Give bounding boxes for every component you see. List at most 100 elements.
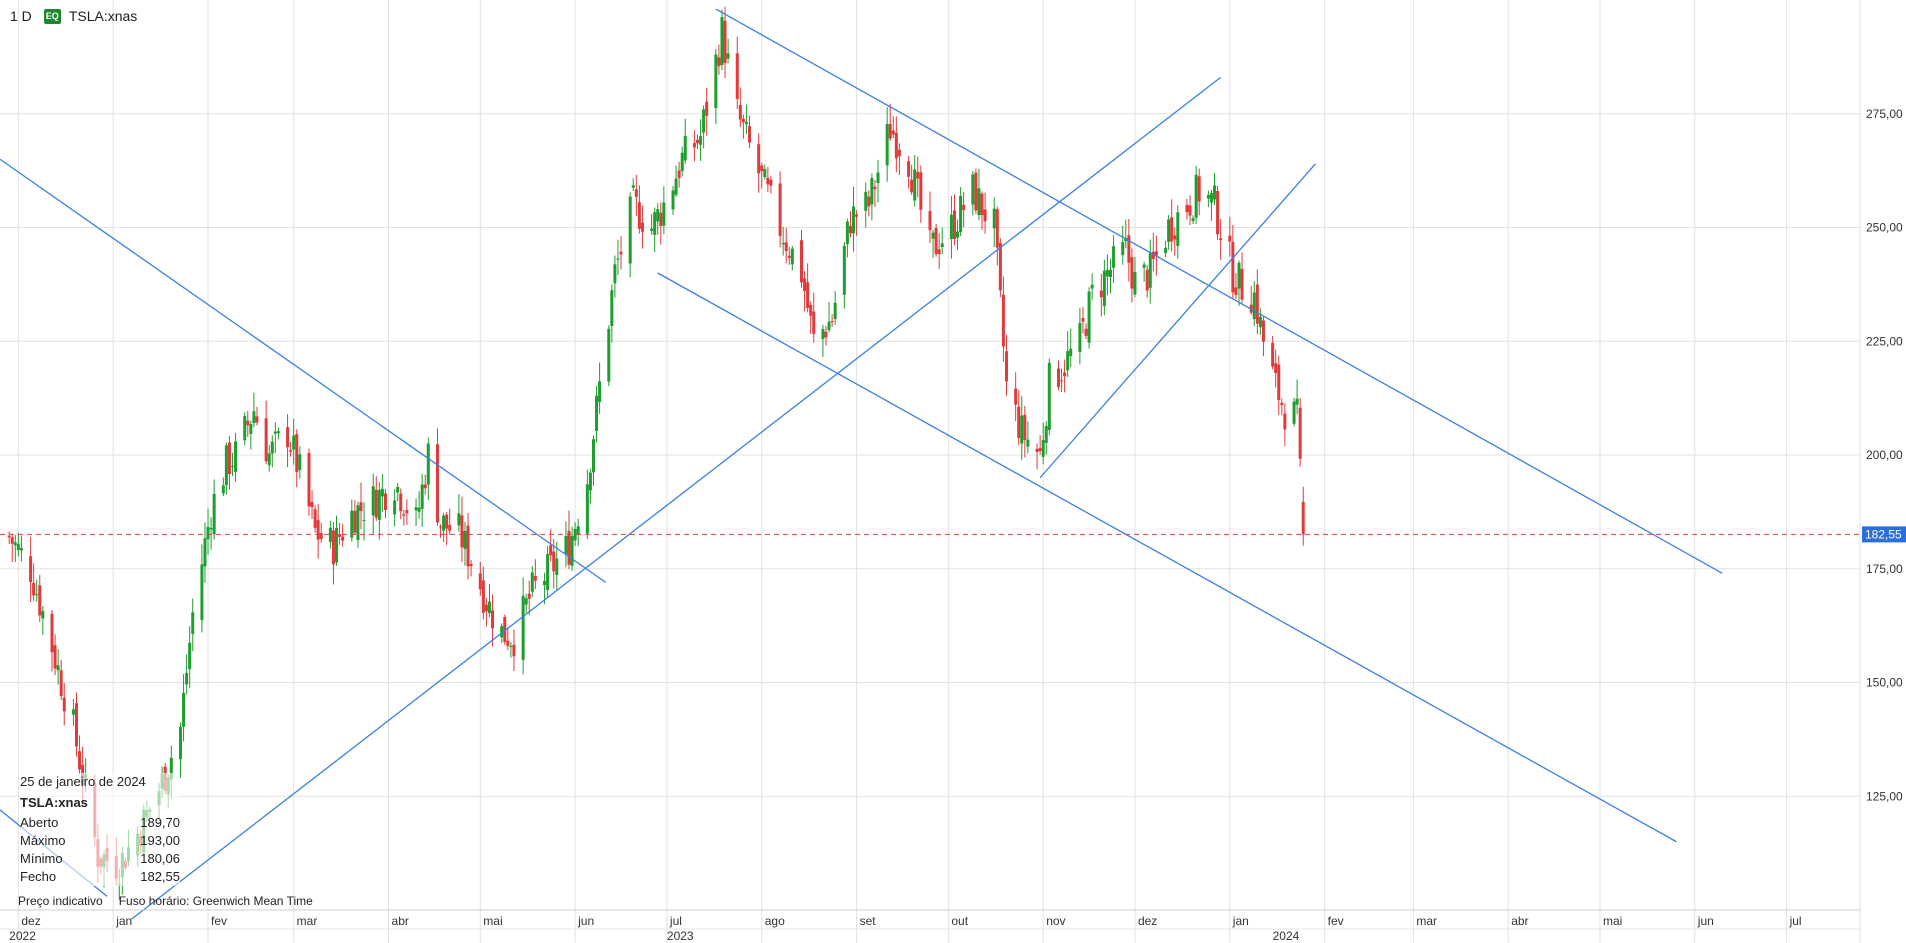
info-label: Mínimo: [20, 851, 63, 866]
candle-body: [255, 416, 259, 423]
candle-body: [916, 171, 920, 179]
candle-body: [1194, 174, 1198, 218]
interval-selector[interactable]: 1 D: [10, 8, 32, 24]
x-tick-label: abr: [392, 914, 409, 928]
candle-body: [487, 601, 491, 614]
candle-body: [307, 453, 311, 507]
candle-body: [937, 249, 941, 254]
candle-body: [1151, 251, 1155, 260]
candle-body: [50, 613, 54, 653]
x-tick-label: nov: [1046, 914, 1065, 928]
candle-body: [442, 515, 446, 531]
candle-body: [1213, 185, 1217, 200]
trendline: [657, 272, 1677, 843]
candle-body: [1142, 264, 1146, 268]
candle-body: [206, 526, 210, 540]
candle-body: [564, 536, 568, 555]
candle-body: [264, 418, 268, 462]
candle-body: [371, 486, 375, 516]
candle-body: [995, 209, 999, 248]
candle-body: [1164, 247, 1168, 253]
candle-body: [650, 228, 654, 232]
candle-body: [270, 441, 274, 454]
candle-body: [267, 453, 271, 466]
candle-body: [188, 642, 192, 670]
candle-body: [1060, 380, 1064, 382]
x-tick-label: jun: [577, 914, 594, 928]
candle-body: [1154, 251, 1158, 256]
candle-body: [1056, 368, 1060, 387]
candle-body: [778, 183, 782, 237]
candle-body: [876, 172, 880, 184]
ohlc-info-panel: 25 de janeiro de 2024 TSLA:xnas Aberto 1…: [20, 773, 180, 886]
y-tick-label: 125,00: [1866, 789, 1903, 803]
info-row-open: Aberto 189,70: [20, 814, 180, 832]
candle-body: [800, 240, 804, 283]
candle-body: [533, 576, 537, 581]
candle-body: [292, 435, 296, 450]
candle-body: [1066, 351, 1070, 371]
trendline: [1039, 163, 1316, 479]
candle-body: [1020, 415, 1024, 444]
candle-body: [460, 515, 464, 548]
candle-body: [224, 445, 228, 486]
info-footer: Preço indicativo Fuso horário: Greenwich…: [18, 894, 313, 908]
candle-body: [298, 454, 302, 471]
candle-body: [1188, 205, 1192, 216]
candle-body: [246, 420, 250, 426]
candle-body: [683, 136, 687, 161]
x-tick-label: jan: [115, 914, 132, 928]
candle-body: [956, 231, 960, 238]
candle-body: [1047, 362, 1051, 431]
candle-body: [628, 196, 632, 264]
info-value: 180,06: [140, 851, 180, 866]
candle-body: [185, 672, 189, 685]
candle-body: [949, 214, 953, 240]
candle-body: [974, 172, 978, 211]
candle-body: [940, 243, 944, 248]
candle-body: [7, 535, 11, 538]
candle-body: [316, 520, 320, 540]
candle-body: [393, 500, 397, 515]
candle-body: [439, 526, 443, 528]
x-tick-label: dez: [1138, 914, 1157, 928]
candle-body: [555, 558, 559, 576]
symbol-label[interactable]: TSLA:xnas: [68, 8, 138, 24]
candle-body: [781, 243, 785, 245]
candle-body: [1231, 241, 1235, 293]
candle-body: [328, 527, 332, 542]
candle-body: [1252, 292, 1256, 320]
candle-body: [200, 564, 204, 621]
candle-body: [1301, 501, 1305, 535]
candle-body: [1105, 269, 1109, 277]
candle-body: [613, 264, 617, 284]
candle-body: [830, 320, 834, 322]
candle-body: [41, 611, 45, 619]
candle-body: [212, 493, 216, 535]
candle-body: [546, 554, 550, 590]
candle-body: [1277, 364, 1281, 401]
candle-body: [983, 209, 987, 222]
x-tick-label: ago: [765, 914, 785, 928]
candle-body: [29, 556, 33, 583]
candle-body: [1292, 401, 1296, 424]
candle-body: [59, 670, 63, 697]
candle-body: [576, 526, 580, 536]
candle-body: [1041, 440, 1045, 457]
candle-body: [331, 530, 335, 565]
candle-body: [769, 179, 773, 186]
candle-body: [1038, 448, 1042, 452]
candle-body: [319, 533, 323, 539]
candle-body: [359, 502, 363, 512]
candle-body: [845, 221, 849, 245]
candle-body: [1228, 235, 1232, 242]
candle-body: [928, 211, 932, 231]
candle-body: [1191, 218, 1195, 222]
info-value: 193,00: [140, 833, 180, 848]
candle-body: [567, 530, 571, 565]
x-tick-label: abr: [1511, 914, 1528, 928]
candle-body: [457, 513, 461, 526]
candle-body: [699, 136, 703, 145]
candle-body: [1295, 398, 1299, 405]
